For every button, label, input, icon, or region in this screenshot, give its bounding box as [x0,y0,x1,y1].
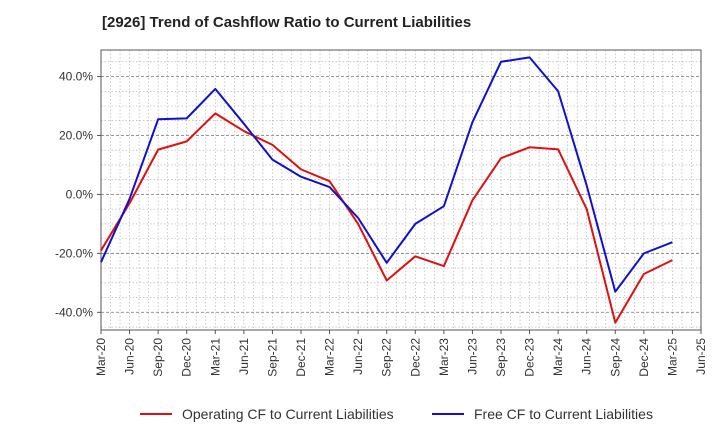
y-tick-label: 0.0% [66,187,94,201]
x-tick-label: Mar-25 [665,338,679,376]
x-tick-label: Dec-20 [180,338,194,377]
x-tick-label: Sep-21 [265,338,279,377]
chart-title: [2926] Trend of Cashflow Ratio to Curren… [102,14,472,31]
x-tick-label: Mar-22 [323,338,337,376]
x-tick-label: Dec-22 [408,338,422,377]
x-tick-label: Mar-21 [208,338,222,376]
x-tick-label: Sep-20 [151,338,165,377]
x-tick-label: Jun-21 [237,338,251,375]
x-tick-label: Sep-23 [494,338,508,377]
y-tick-label: 40.0% [59,70,93,84]
plot-area-border [100,49,702,331]
legend-item-operating-cf: Operating CF to Current Liabilities [182,406,394,422]
x-tick-label: Mar-23 [437,338,451,376]
x-tick-label: Jun-25 [694,338,708,375]
x-tick-label: Dec-23 [523,338,537,377]
x-tick-label: Jun-23 [465,338,479,375]
y-axis-ticks: -40.0% -20.0% 0.0% 20.0% 40.0% [55,70,101,319]
x-tick-label: Dec-21 [294,338,308,377]
x-tick-label: Jun-20 [123,338,137,375]
series-line-free-cf [100,56,673,293]
grid [100,50,702,330]
x-tick-label: Mar-24 [551,338,565,376]
series-lines [100,56,673,324]
y-tick-label: -20.0% [55,246,93,260]
x-tick-label: Sep-24 [608,338,622,377]
x-axis-ticks: Mar-20 Jun-20 Sep-20 Dec-20 Mar-21 Jun-21 Sep-… [94,330,708,377]
x-tick-label: Jun-22 [351,338,365,375]
y-tick-label: 20.0% [59,128,93,142]
x-tick-label: Mar-20 [94,338,108,376]
legend-item-free-cf: Free CF to Current Liabilities [474,406,653,422]
y-tick-label: -40.0% [55,305,93,319]
x-tick-label: Dec-24 [637,338,651,377]
series-line-operating-cf [100,112,673,324]
legend: Operating CF to Current Liabilities Free … [140,406,653,422]
plot-frame [100,49,702,331]
x-tick-label: Jun-24 [580,338,594,375]
x-tick-label: Sep-22 [380,338,394,377]
